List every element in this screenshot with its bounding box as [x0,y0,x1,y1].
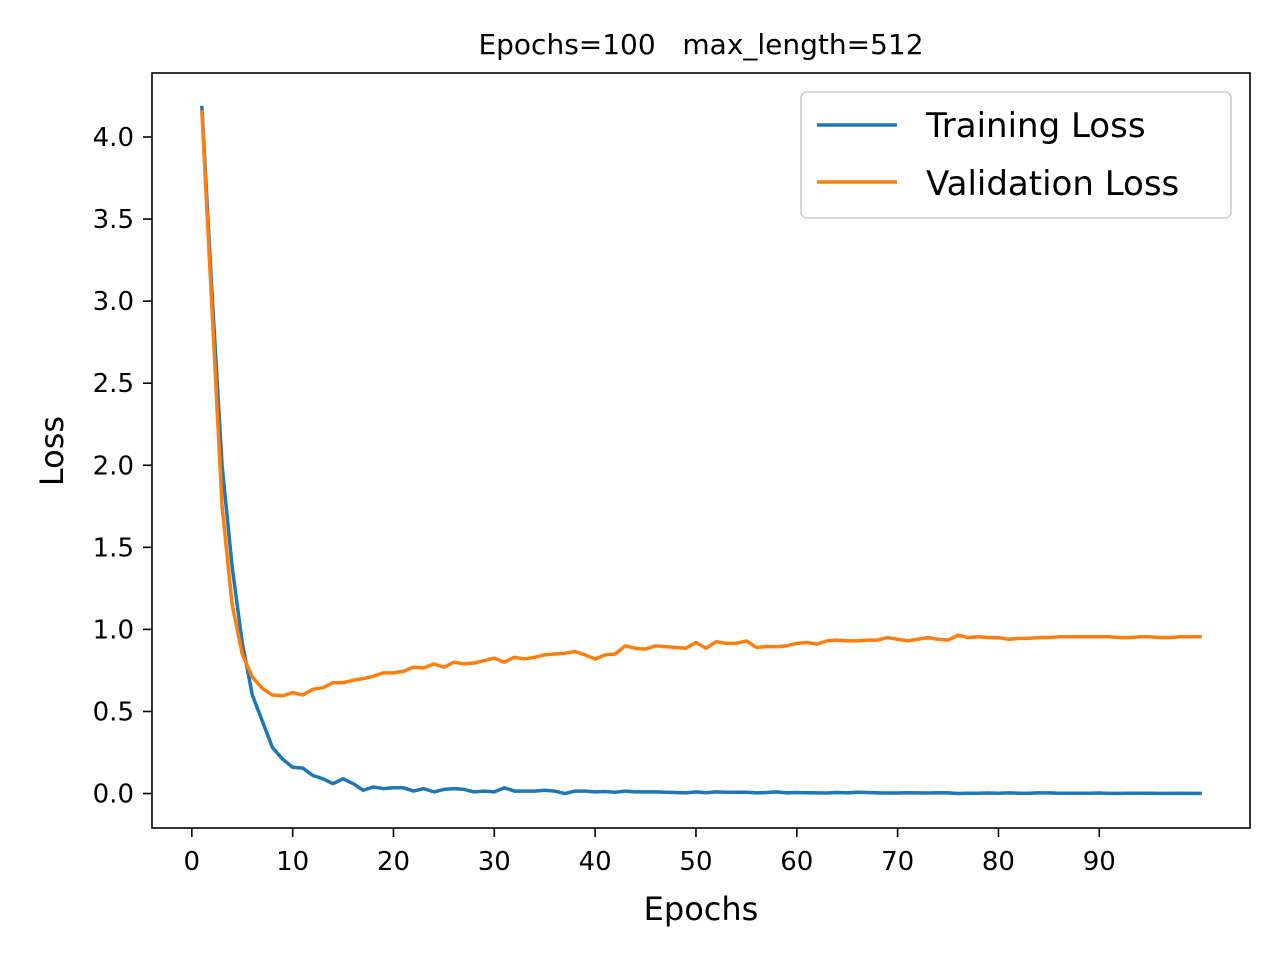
x-tick-label: 40 [579,847,612,877]
x-axis-ticks: 0 10 20 30 40 50 60 70 80 90 [184,828,1116,877]
y-axis-ticks: 0.0 0.5 1.0 1.5 2.0 2.5 3.0 3.5 4.0 [93,123,152,810]
y-axis-label: Loss [33,416,71,486]
legend-label-training: Training Loss [925,106,1146,146]
y-tick-label: 2.5 [93,369,134,399]
y-tick-label: 1.0 [93,615,134,645]
x-tick-label: 90 [1083,847,1116,877]
plot-frame [151,72,1251,829]
x-tick-label: 60 [780,847,813,877]
legend-label-validation: Validation Loss [926,164,1179,204]
y-tick-label: 0.0 [93,780,134,810]
y-tick-label: 2.0 [93,451,134,481]
x-tick-label: 70 [881,847,914,877]
chart-title: Epochs=100 max_length=512 [478,28,923,61]
x-tick-label: 30 [478,847,511,877]
x-tick-label: 10 [276,847,309,877]
y-tick-label: 1.5 [93,533,134,563]
x-tick-label: 80 [982,847,1015,877]
legend-box [800,91,1232,219]
series-layer [200,105,1202,796]
legend: Training Loss Validation Loss [800,91,1232,219]
y-tick-label: 3.0 [93,287,134,317]
x-tick-label: 20 [377,847,410,877]
x-axis-label: Epochs [644,890,759,928]
y-tick-label: 0.5 [93,697,134,727]
series-line-training-loss [200,105,1202,796]
x-tick-label: 0 [184,847,201,877]
y-tick-label: 4.0 [93,123,134,153]
series-line-validation-loss [200,110,1202,698]
y-tick-label: 3.5 [93,205,134,235]
x-tick-label: 50 [679,847,712,877]
